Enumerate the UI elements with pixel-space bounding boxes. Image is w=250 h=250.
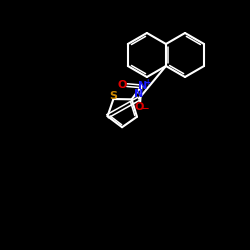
- Text: O: O: [135, 102, 144, 112]
- Text: S: S: [110, 91, 118, 101]
- Text: N: N: [134, 89, 143, 99]
- Text: +: +: [144, 78, 150, 86]
- Text: O: O: [117, 80, 127, 90]
- Text: N: N: [138, 80, 147, 90]
- Text: −: −: [141, 104, 148, 113]
